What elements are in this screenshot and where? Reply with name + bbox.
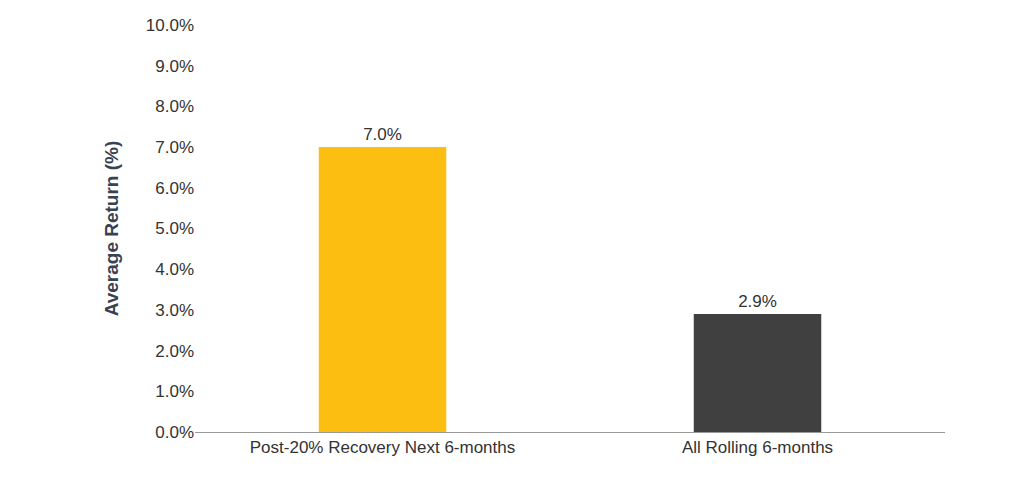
svg-text:6.0%: 6.0% xyxy=(155,179,194,198)
svg-text:7.0%: 7.0% xyxy=(155,138,194,157)
svg-text:0.0%: 0.0% xyxy=(155,423,194,442)
svg-text:7.0%: 7.0% xyxy=(363,125,402,144)
svg-text:All Rolling 6-months: All Rolling 6-months xyxy=(682,438,833,457)
svg-text:4.0%: 4.0% xyxy=(155,260,194,279)
svg-text:1.0%: 1.0% xyxy=(155,382,194,401)
svg-text:Post-20% Recovery Next 6-month: Post-20% Recovery Next 6-months xyxy=(250,438,516,457)
svg-text:2.9%: 2.9% xyxy=(738,292,777,311)
svg-text:8.0%: 8.0% xyxy=(155,97,194,116)
svg-text:10.0%: 10.0% xyxy=(146,16,194,35)
svg-text:2.0%: 2.0% xyxy=(155,342,194,361)
svg-text:Average Return (%): Average Return (%) xyxy=(101,141,122,317)
svg-text:5.0%: 5.0% xyxy=(155,219,194,238)
svg-text:3.0%: 3.0% xyxy=(155,301,194,320)
svg-text:9.0%: 9.0% xyxy=(155,57,194,76)
